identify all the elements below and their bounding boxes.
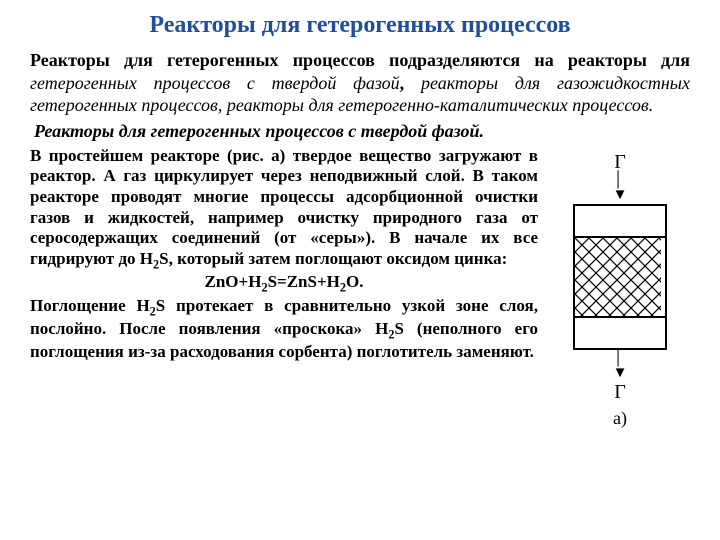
formula-end: O. [346,272,363,291]
reactor-top-zone [575,206,665,236]
para1-part2: S, который затем поглощают оксидом цинка… [159,249,507,268]
reactor-bottom-zone [575,318,665,348]
formula-mid: S=ZnS+H [268,272,340,291]
intro-text-1: Реакторы для гетерогенных процессов подр… [30,50,690,70]
arrow-down-icon: │▼ [613,173,628,203]
intro-paragraph: Реакторы для гетерогенных процессов подр… [30,49,690,117]
figure-caption: а) [613,408,627,429]
formula-pre: ZnO+H [205,272,262,291]
gas-label-top: Г [614,152,626,172]
para2-a: Поглощение Н [30,296,150,315]
reactor-hatched-zone [575,236,665,318]
page-title: Реакторы для гетерогенных процессов [30,12,690,39]
intro-italic-1: гетерогенных процессов с твердой фазой [30,73,400,93]
subheading: Реакторы для гетерогенных процессов с тв… [34,121,690,142]
reactor-body [573,204,667,350]
gas-label-bottom: Г [614,382,626,402]
reactor-figure: Г │▼ │▼ [550,146,690,429]
formula: ZnO+H2S=ZnS+H2O. [30,272,538,295]
arrow-down-icon: │▼ [613,351,628,381]
body-text: В простейшем реакторе (рис. а) твердое в… [30,146,538,429]
intro-text-2: , [400,73,421,93]
